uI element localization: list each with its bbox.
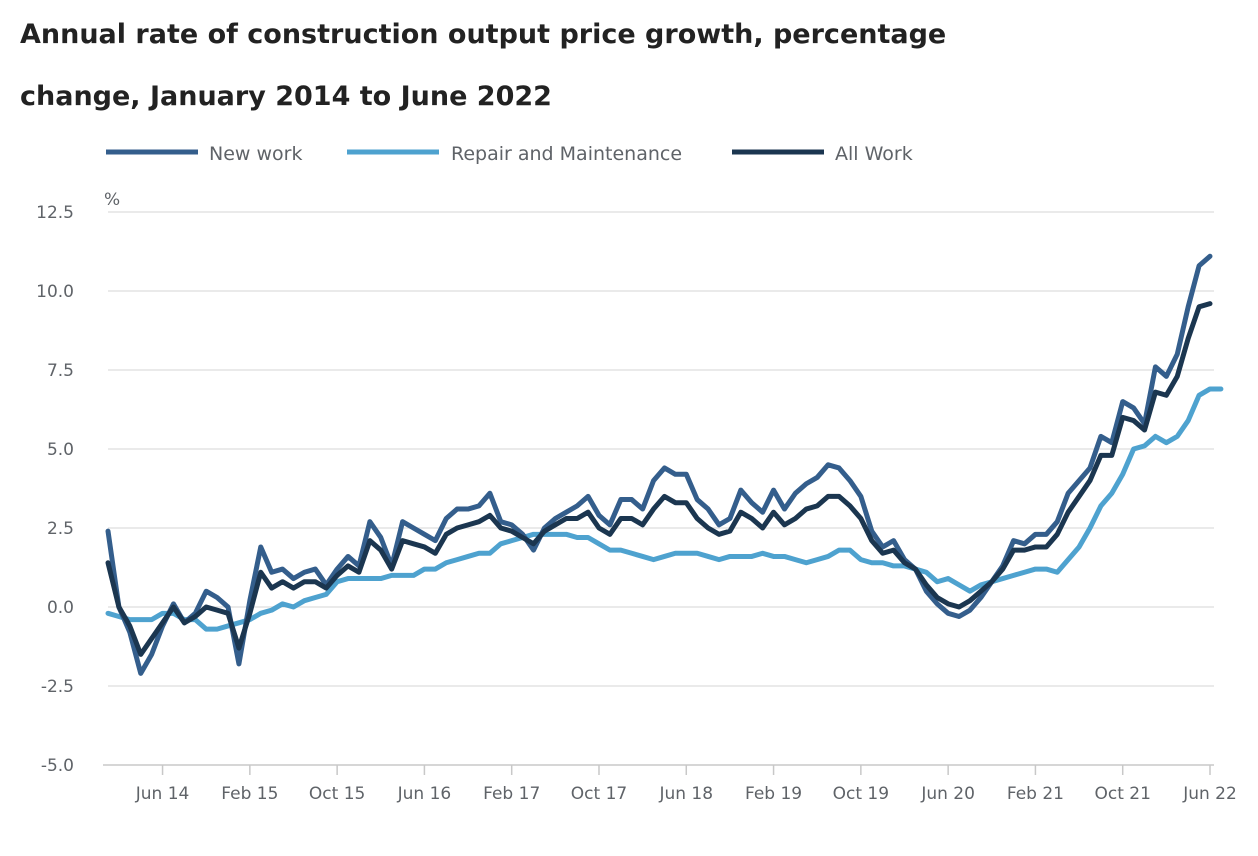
series-line-new-work bbox=[105, 253, 1213, 676]
x-tick-label: Oct 19 bbox=[833, 784, 889, 804]
x-tick-label: Jun 20 bbox=[920, 784, 975, 804]
x-tick-label: Feb 17 bbox=[483, 784, 540, 804]
x-tick-label: Jun 14 bbox=[135, 784, 190, 804]
x-tick-label: Oct 21 bbox=[1094, 784, 1150, 804]
y-tick-label: 2.5 bbox=[47, 519, 74, 539]
y-axis-unit-label: % bbox=[104, 190, 120, 210]
x-tick-label: Oct 17 bbox=[571, 784, 627, 804]
x-tick-label: Feb 15 bbox=[221, 784, 278, 804]
y-tick-label: -2.5 bbox=[41, 677, 74, 697]
legend-label-new-work: New work bbox=[209, 143, 302, 165]
y-tick-label: 7.5 bbox=[47, 361, 74, 381]
y-tick-label: 0.0 bbox=[47, 598, 74, 618]
series-line-all-work bbox=[105, 301, 1213, 657]
x-tick-label: Jun 22 bbox=[1182, 784, 1237, 804]
legend-label-repair-and-maintenance: Repair and Maintenance bbox=[451, 143, 682, 165]
y-tick-label: 5.0 bbox=[47, 440, 74, 460]
x-tick-label: Feb 21 bbox=[1007, 784, 1064, 804]
chart-title: Annual rate of construction output price… bbox=[20, 19, 947, 112]
y-tick-label: 10.0 bbox=[36, 282, 74, 302]
y-tick-label: -5.0 bbox=[41, 756, 74, 776]
series-line-repair-and-maintenance bbox=[105, 386, 1224, 632]
x-tick-label: Jun 16 bbox=[397, 784, 452, 804]
x-tick-label: Jun 18 bbox=[658, 784, 713, 804]
legend-label-all-work: All Work bbox=[835, 143, 913, 165]
y-tick-label: 12.5 bbox=[36, 203, 74, 223]
x-tick-label: Feb 19 bbox=[745, 784, 802, 804]
x-tick-label: Oct 15 bbox=[309, 784, 365, 804]
